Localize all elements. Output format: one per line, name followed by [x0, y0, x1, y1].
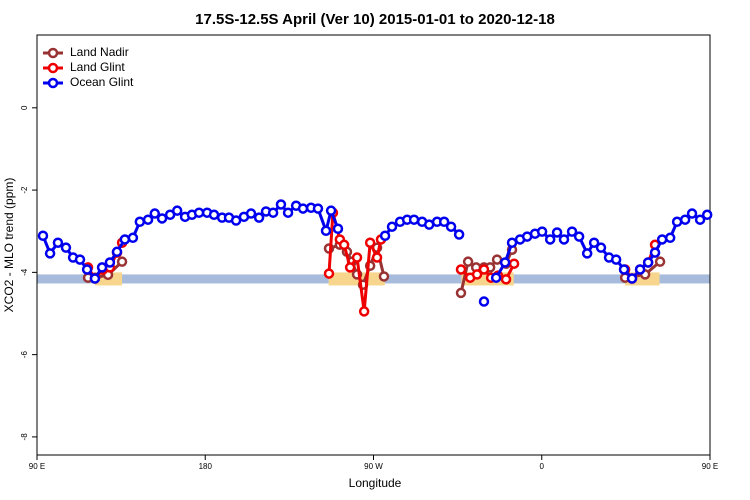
series-point	[104, 257, 116, 268]
series-point	[551, 227, 563, 238]
series-point	[500, 274, 512, 285]
series-point	[455, 287, 467, 299]
chart-title: 17.5S-12.5S April (Ver 10) 2015-01-01 to…	[195, 11, 555, 28]
legend-label: Ocean Glint	[70, 75, 134, 89]
series-point	[119, 234, 131, 245]
series-point	[297, 203, 309, 214]
series-point	[267, 207, 279, 218]
series-point	[610, 254, 622, 265]
series-point	[245, 208, 257, 219]
series-point	[654, 256, 666, 267]
series-point	[312, 203, 324, 214]
series-point	[149, 208, 161, 219]
series-point	[701, 209, 713, 221]
series-point	[52, 237, 64, 248]
series-point	[282, 207, 294, 218]
series-point	[595, 242, 607, 253]
series-point	[386, 221, 398, 232]
series-point	[679, 214, 691, 225]
series-point	[642, 257, 654, 268]
series-point	[378, 271, 390, 282]
y-tick-label: -4	[20, 268, 29, 276]
series-point	[127, 232, 139, 244]
series-point	[275, 199, 287, 210]
series-point	[81, 264, 93, 275]
series-point	[649, 247, 661, 258]
series-point	[74, 254, 86, 265]
legend-marker	[47, 77, 59, 89]
series-point	[371, 252, 383, 263]
x-tick-label: 90 E	[702, 462, 718, 471]
series-point	[320, 225, 332, 237]
series-point	[358, 306, 370, 317]
series-point	[445, 221, 457, 232]
series-point	[499, 257, 511, 268]
series-point	[573, 231, 585, 242]
series-point	[455, 264, 467, 275]
series-point	[478, 296, 490, 307]
series-point	[344, 262, 356, 273]
series-point	[686, 208, 698, 219]
x-axis-label: Longitude	[349, 476, 402, 490]
series-point	[536, 226, 548, 237]
series-point	[462, 256, 474, 267]
series-point	[618, 264, 630, 275]
series-point	[506, 237, 518, 248]
y-tick-label: 0	[20, 105, 29, 110]
series-point	[44, 248, 56, 259]
series-point	[230, 215, 242, 226]
series-point	[332, 223, 344, 235]
y-axis-label: XCO2 - MLO trend (ppm)	[2, 178, 16, 313]
series-point	[671, 216, 683, 228]
y-tick-label: -8	[20, 433, 29, 441]
legend-label: Land Glint	[70, 60, 125, 74]
series-point	[453, 229, 465, 240]
x-tick-label: 90 W	[364, 462, 383, 471]
series-point	[558, 234, 570, 245]
series-point	[142, 214, 154, 225]
series-point	[364, 237, 376, 248]
series-point	[566, 226, 578, 237]
series-point	[111, 246, 123, 258]
series-point	[89, 273, 101, 284]
legend-marker	[47, 47, 59, 59]
series-point	[508, 258, 520, 269]
series-point	[408, 214, 420, 225]
series-point	[581, 248, 593, 259]
x-tick-label: 90 E	[29, 462, 45, 471]
legend-label: Land Nadir	[70, 45, 129, 59]
series-point	[325, 205, 337, 216]
series-point	[478, 264, 490, 275]
series-point	[37, 230, 49, 241]
series-point	[351, 252, 363, 263]
series-point	[656, 234, 668, 245]
x-tick-label: 0	[540, 462, 545, 471]
series-point	[60, 242, 72, 253]
series-point	[96, 262, 108, 273]
series-point	[626, 273, 638, 284]
series-point	[379, 230, 391, 241]
series-point	[156, 213, 168, 224]
series-point	[438, 216, 450, 228]
series-point	[116, 256, 128, 267]
series-point	[490, 272, 502, 283]
y-tick-label: -6	[20, 351, 29, 359]
series-point	[664, 232, 676, 244]
series-point	[323, 268, 335, 279]
series-point	[253, 212, 265, 223]
series-point	[634, 264, 646, 275]
series-point	[694, 214, 706, 225]
legend-marker	[47, 62, 59, 74]
series-point	[544, 234, 556, 245]
series-point	[171, 205, 183, 216]
series-point	[134, 216, 146, 228]
y-tick-label: -2	[20, 186, 29, 194]
series-point	[588, 237, 600, 248]
x-tick-label: 180	[199, 462, 213, 471]
series-point	[338, 239, 350, 251]
series-point	[471, 269, 483, 280]
